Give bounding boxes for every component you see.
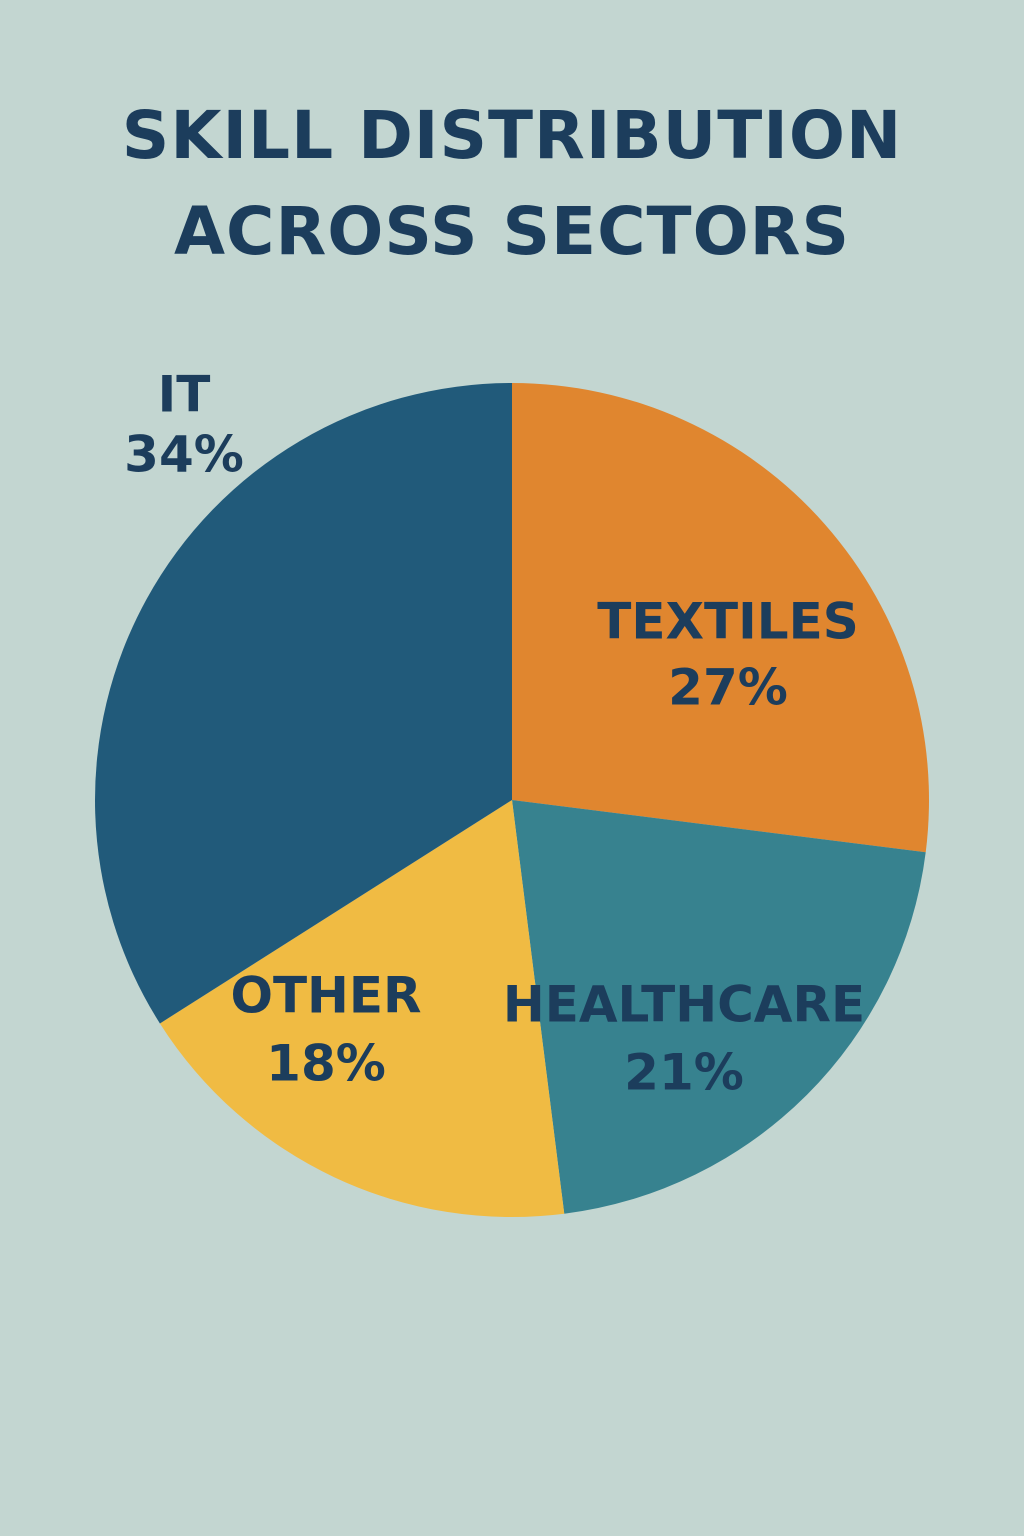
- slice-label: HEALTHCARE: [503, 976, 865, 1034]
- pie-slice: [512, 383, 929, 853]
- slice-value-label: 27%: [668, 659, 788, 717]
- slice-value-label: 34%: [124, 426, 244, 484]
- slice-value-label: 18%: [266, 1035, 386, 1093]
- slice-label: OTHER: [230, 967, 421, 1025]
- pie-slice: [512, 800, 926, 1214]
- pie-slice: [95, 383, 513, 1024]
- slice-label: IT: [158, 366, 211, 424]
- slice-label: TEXTILES: [597, 593, 859, 651]
- slice-value-label: 21%: [624, 1044, 744, 1102]
- pie-slice: [159, 800, 565, 1217]
- chart-title: SKILL DISTRIBUTION ACROSS SECTORS: [121, 97, 903, 270]
